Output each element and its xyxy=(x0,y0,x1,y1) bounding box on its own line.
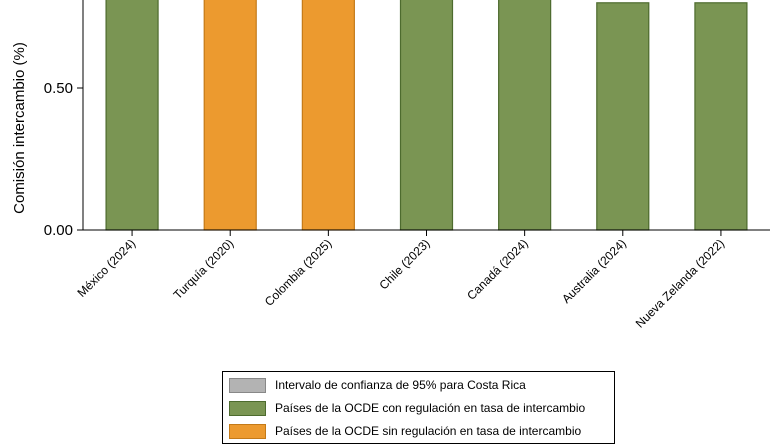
y-tick-label-0: 0.00 xyxy=(44,222,73,239)
legend-item-band: Intervalo de confianza de 95% para Costa… xyxy=(229,376,526,394)
x-tick-label-5: Australia (2024) xyxy=(559,236,629,306)
bar-0 xyxy=(105,0,159,231)
bar-5 xyxy=(596,2,650,231)
legend-swatch-regulated xyxy=(229,400,266,416)
legend: Intervalo de confianza de 95% para Costa… xyxy=(222,371,615,444)
bar-chart: 1.33México (2024)1.32Turquía (2020)1.17C… xyxy=(11,0,770,331)
legend-label-regulated: Países de la OCDE con regulación en tasa… xyxy=(275,401,586,415)
x-tick-label-1: Turquía (2020) xyxy=(171,236,237,302)
legend-item-regulated: Países de la OCDE con regulación en tasa… xyxy=(229,399,585,417)
bar-1 xyxy=(203,0,257,231)
x-tick-label-2: Colombia (2025) xyxy=(262,236,335,309)
legend-item-unregulated: Países de la OCDE sin regulación en tasa… xyxy=(229,422,581,440)
x-tick-label-4: Canadá (2024) xyxy=(464,236,531,303)
x-tick-label-3: Chile (2023) xyxy=(376,236,432,292)
y-axis-title: Comisión intercambio (%) xyxy=(11,42,28,214)
legend-label-band: Intervalo de confianza de 95% para Costa… xyxy=(275,378,526,392)
legend-label-unregulated: Países de la OCDE sin regulación en tasa… xyxy=(275,424,582,438)
bar-4 xyxy=(498,0,552,231)
x-tick-label-6: Nueva Zelanda (2022) xyxy=(633,236,727,330)
x-tick-label-0: México (2024) xyxy=(75,236,139,300)
bar-6 xyxy=(694,2,748,231)
legend-swatch-band xyxy=(229,377,266,393)
bar-2 xyxy=(301,0,355,231)
y-tick-label-1: 0.50 xyxy=(44,80,73,97)
bar-3 xyxy=(399,0,454,231)
legend-swatch-unregulated xyxy=(229,423,266,439)
